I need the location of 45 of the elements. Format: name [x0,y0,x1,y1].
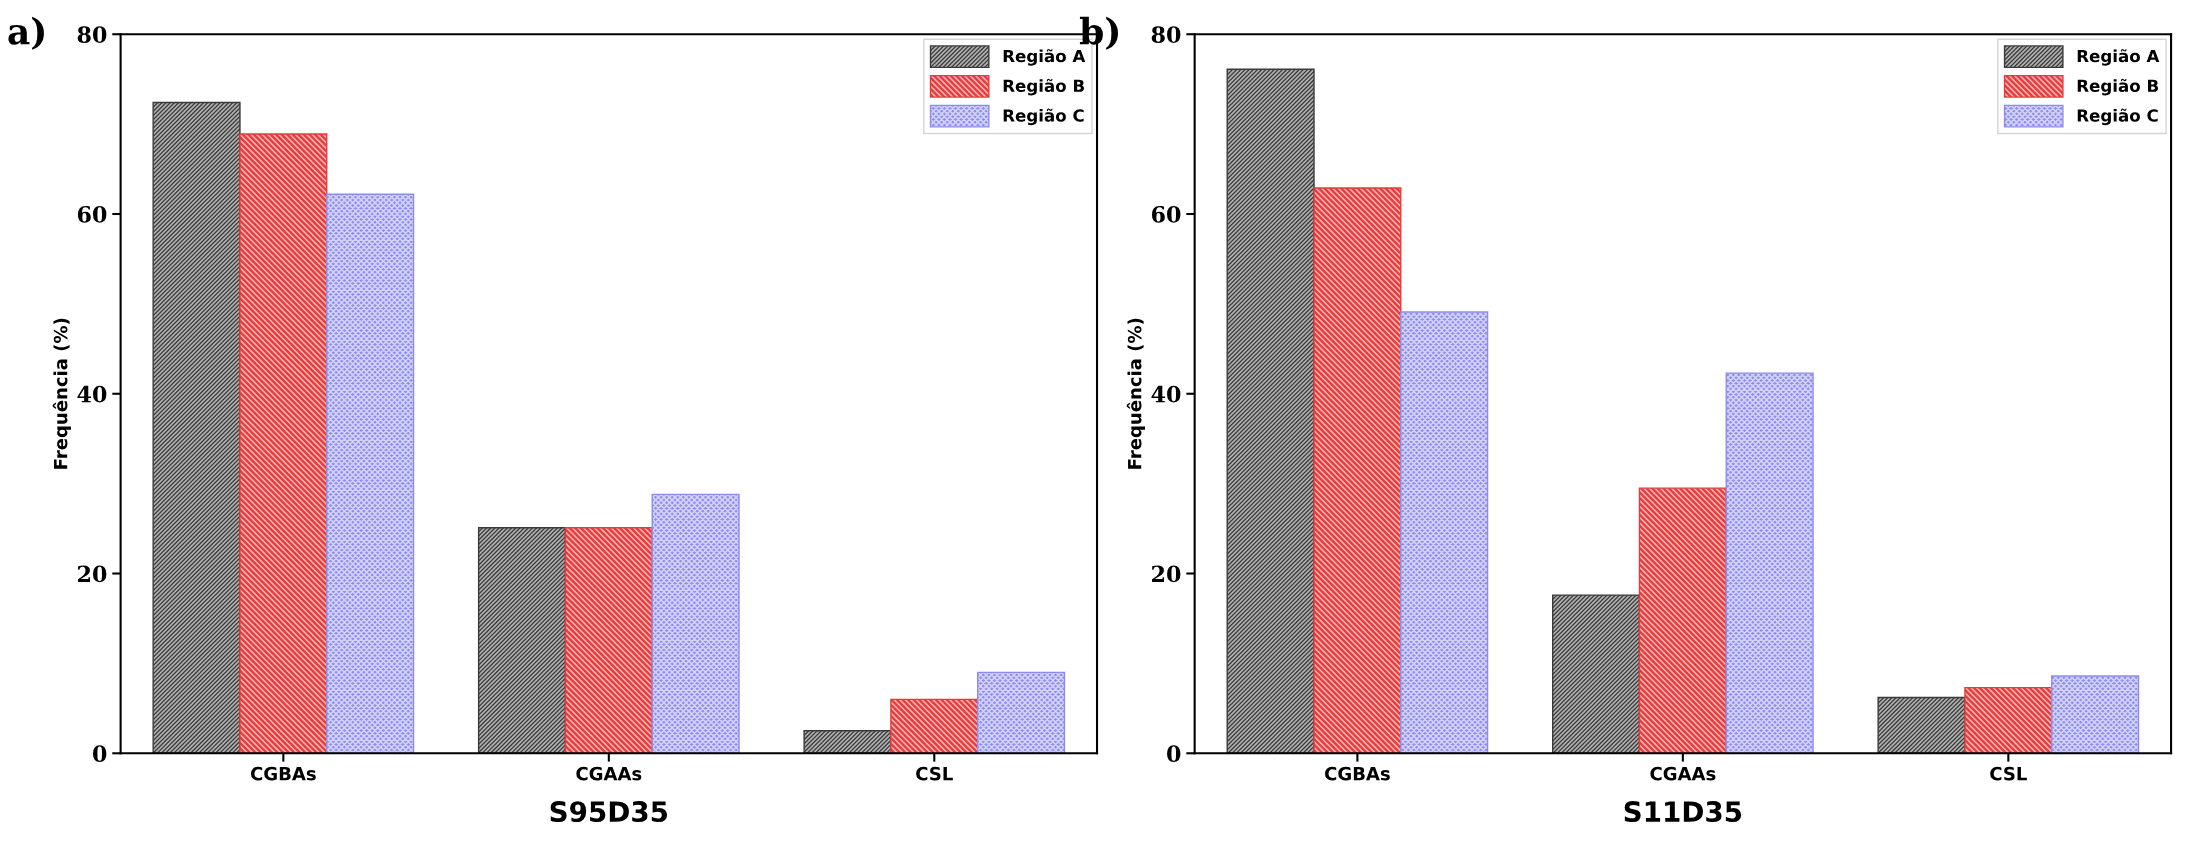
legend-label: Região C [1003,108,1084,126]
x-tick-label: CGAAs [1650,766,1716,781]
bar [1725,372,1814,754]
bar [1638,487,1727,754]
bar [1226,68,1315,754]
y-tick-label: 0 [1167,745,1181,763]
bar [239,133,328,754]
legend-label: Região B [1003,78,1084,96]
y-tick-label: 60 [77,205,107,223]
x-tick-label: CGBAs [1325,766,1390,781]
legend-label: Região A [1003,49,1086,66]
legend-label: Região B [2077,78,2159,96]
bar [152,101,241,754]
bar [890,698,979,754]
y-tick-label: 40 [1151,385,1181,403]
bar [326,193,415,754]
y-tick-label: 20 [1152,565,1181,583]
y-tick-label: 80 [77,26,107,43]
x-tick-label: CSL [916,766,953,781]
bar [1551,594,1641,754]
x-axis-title: S11D35 [1624,801,1742,823]
bar [1313,187,1402,754]
x-tick-label: CGBAs [250,766,316,781]
y-tick-label: 20 [77,565,107,583]
bar [564,526,653,754]
y-axis-title: Frequência (%) [1126,318,1145,469]
chart-title: a) [8,16,44,50]
bar [477,526,567,754]
bar [1400,311,1489,754]
y-axis-title: Frequência (%) [52,318,71,469]
legend-label: Região A [2077,49,2160,66]
x-tick-label: CGAAs [576,766,642,781]
y-tick-label: 0 [93,745,107,763]
bar [2051,675,2140,754]
bar [803,730,892,754]
bar [651,493,740,754]
y-tick-label: 40 [77,385,107,403]
bar [1877,696,1966,754]
y-tick-label: 60 [1151,205,1181,223]
bar [1964,686,2053,754]
y-tick-label: 80 [1151,26,1181,43]
x-axis-title: S95D35 [550,801,668,823]
bar [976,671,1066,754]
legend-label: Região C [2077,108,2158,126]
x-tick-label: CSL [1990,766,2027,781]
